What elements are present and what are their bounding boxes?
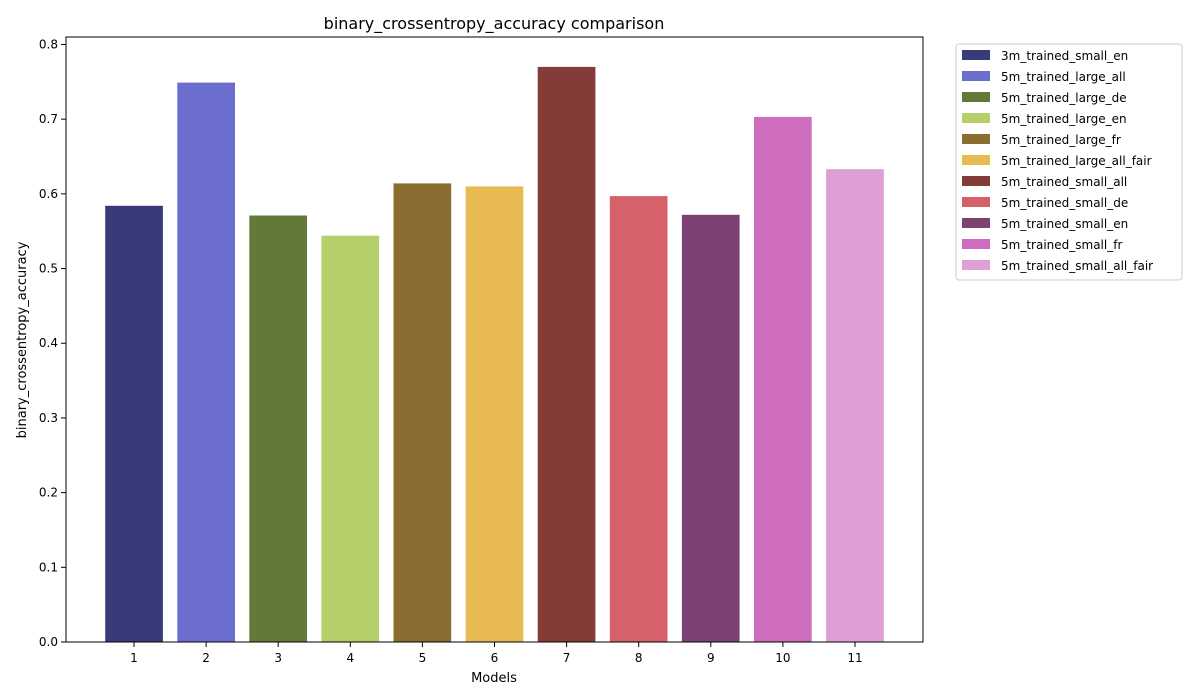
legend-label: 5m_trained_large_de [1001, 91, 1127, 105]
legend-swatch [962, 134, 990, 144]
legend-swatch [962, 92, 990, 102]
x-tick-label: 3 [274, 651, 282, 665]
x-tick-label: 7 [563, 651, 571, 665]
bar-11 [826, 169, 884, 642]
x-tick-label: 5 [419, 651, 427, 665]
legend-label: 5m_trained_large_en [1001, 112, 1127, 126]
y-tick-label: 0.0 [39, 635, 58, 649]
bars-group [105, 66, 884, 643]
legend-swatch [962, 239, 990, 249]
bar-10 [754, 116, 812, 642]
x-tick-label: 4 [346, 651, 354, 665]
y-tick-label: 0.2 [39, 486, 58, 500]
legend-swatch [962, 197, 990, 207]
legend-frame [955, 43, 1183, 281]
legend-swatch [962, 260, 990, 270]
legend-label: 5m_trained_small_de [1001, 196, 1128, 210]
bar-6 [465, 186, 524, 642]
plot-frame [65, 36, 924, 643]
chart-title: binary_crossentropy_accuracy comparison [324, 14, 665, 34]
legend-label: 5m_trained_small_all_fair [1001, 259, 1153, 273]
legend-swatch [962, 176, 990, 186]
bar-8 [609, 196, 668, 642]
legend-label: 5m_trained_large_fr [1001, 133, 1121, 147]
legend-label: 5m_trained_large_all [1001, 70, 1126, 84]
x-axis-title: Models [471, 671, 517, 686]
y-tick-label: 0.5 [39, 262, 58, 276]
x-tick-label: 8 [635, 651, 643, 665]
legend-swatch [962, 113, 990, 123]
legend-label: 5m_trained_large_all_fair [1001, 154, 1152, 168]
legend-label: 3m_trained_small_en [1001, 49, 1128, 63]
legend: 3m_trained_small_en 5m_trained_large_all 5… [955, 43, 1183, 281]
bar-3 [249, 215, 307, 642]
y-tick-label: 0.3 [39, 411, 58, 425]
legend-label: 5m_trained_small_all [1001, 175, 1127, 189]
y-tick-label: 0.8 [39, 37, 58, 51]
x-tick-label: 1 [130, 651, 138, 665]
y-tick-label: 0.4 [39, 336, 58, 350]
x-tick-label: 2 [202, 651, 210, 665]
y-tick-label: 0.6 [39, 187, 58, 201]
x-tick-label: 11 [847, 651, 862, 665]
x-tick-label: 6 [491, 651, 499, 665]
legend-swatch [962, 218, 990, 228]
bar-5 [393, 183, 452, 642]
bar-9 [681, 214, 740, 643]
y-tick-label: 0.7 [39, 112, 58, 126]
legend-swatch [962, 155, 990, 165]
y-axis-title: binary_crossentropy_accuracy [15, 241, 30, 438]
legend-label: 5m_trained_small_fr [1001, 238, 1122, 252]
bar-4 [321, 235, 380, 642]
legend-label: 5m_trained_small_en [1001, 217, 1128, 231]
x-tick-label: 9 [707, 651, 715, 665]
bar-1 [105, 205, 163, 643]
legend-swatch [962, 71, 990, 81]
x-tick-label: 10 [775, 651, 790, 665]
x-axis: 1 2 3 4 5 6 7 8 9 10 11 [130, 642, 863, 665]
y-tick-label: 0.1 [39, 560, 58, 574]
bar-7 [537, 66, 596, 642]
bar-2 [177, 82, 235, 643]
y-axis: 0.0 0.1 0.2 0.3 0.4 0.5 0.6 0.7 0.8 [39, 37, 66, 649]
legend-swatch [962, 50, 990, 60]
